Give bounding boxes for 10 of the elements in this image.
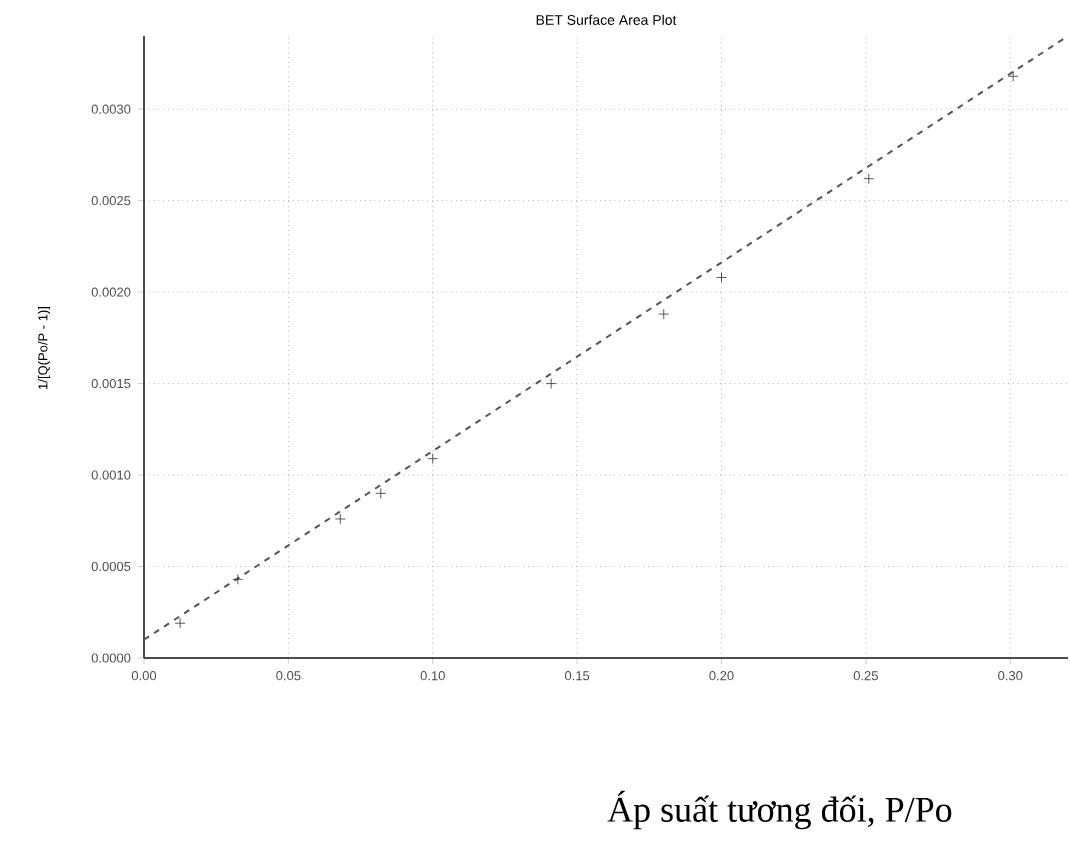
point — [863, 173, 875, 185]
point — [174, 617, 186, 629]
point — [545, 378, 557, 389]
x-axis-title: Áp suất tương đối, P/Po — [607, 790, 952, 830]
point — [334, 513, 346, 525]
point — [375, 487, 387, 499]
point — [427, 453, 439, 464]
point — [1007, 70, 1019, 82]
point — [658, 308, 670, 320]
point — [232, 573, 244, 585]
